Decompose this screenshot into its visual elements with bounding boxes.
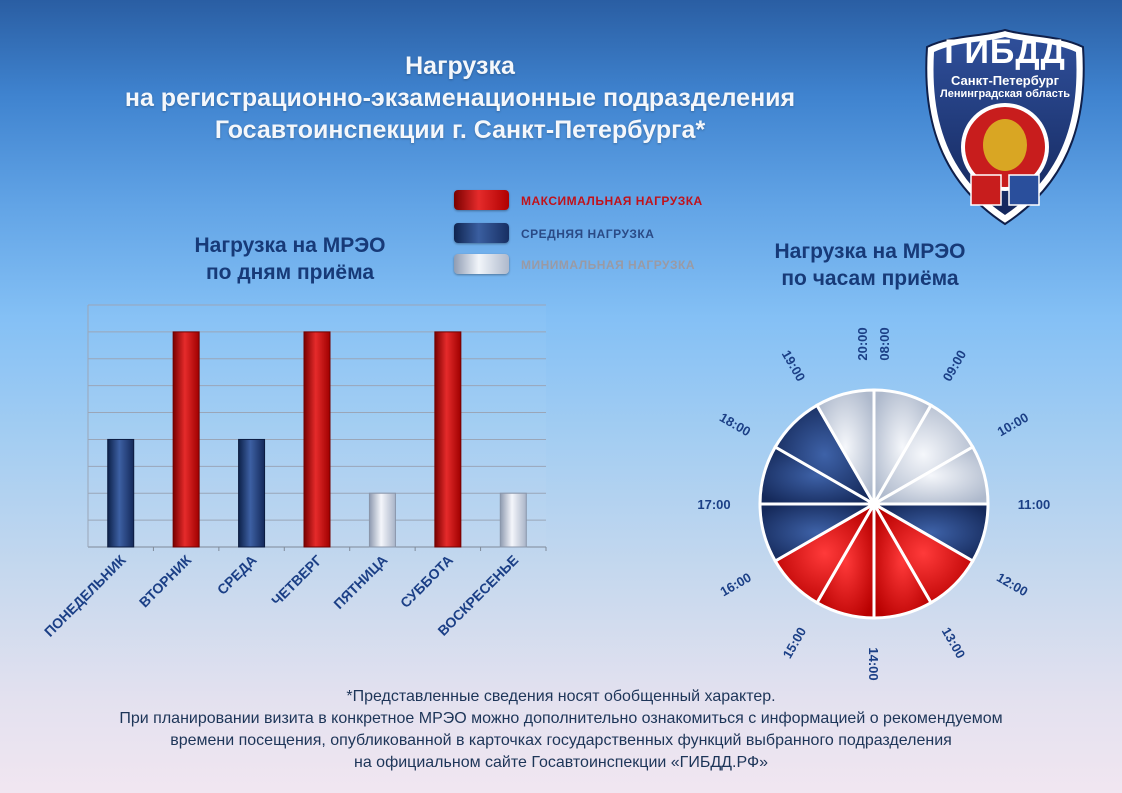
title-line: Госавтоинспекции г. Санкт-Петербурга* bbox=[214, 116, 706, 144]
pie-hour-label: 20:00 bbox=[855, 327, 870, 360]
legend-label-max: МАКСИМАЛЬНАЯ НАГРУЗКА bbox=[521, 194, 703, 208]
gibdd-emblem: ГИБДД Санкт-Петербург Ленинградская обла… bbox=[921, 27, 1089, 227]
emblem-title: ГИБДД bbox=[944, 33, 1066, 71]
page-title: Нагрузка на регистрационно-экзаменационн… bbox=[60, 50, 860, 146]
footnote-line: на официальном сайте Госавтоинспекции «Г… bbox=[354, 754, 768, 771]
pie-hour-label: 17:00 bbox=[697, 497, 730, 512]
legend-label-min: МИНИМАЛЬНАЯ НАГРУЗКА bbox=[521, 258, 696, 272]
title-line: на регистрационно-экзаменационные подраз… bbox=[124, 84, 796, 112]
pie-hour-label: 11:00 bbox=[1018, 497, 1051, 512]
bar-1 bbox=[107, 438, 135, 548]
bar-chart: ПОНЕДЕЛЬНИК ВТОРНИК СРЕДА ЧЕТВЕРГ ПЯТНИЦА СУБ… bbox=[41, 304, 547, 640]
double-headed-eagle-icon bbox=[983, 119, 1027, 171]
x-tick-label: СУББОТА bbox=[397, 552, 456, 611]
pie-chart: 08:00 09:00 10:00 11:00 12:00 13:00 14:00 15:00… bbox=[697, 327, 1050, 680]
pie-slice-12 bbox=[814, 388, 876, 510]
footnote-line: *Представленные сведения носят обобщенны… bbox=[346, 688, 776, 705]
x-tick-label: ЧЕТВЕРГ bbox=[268, 552, 325, 609]
footnote-line: времени посещения, опубликованной в карт… bbox=[170, 732, 952, 749]
pie-hour-label: 14:00 bbox=[866, 647, 881, 680]
legend-item-min: МИНИМАЛЬНАЯ НАГРУЗКА bbox=[454, 254, 754, 276]
pie-hour-label: 10:00 bbox=[995, 410, 1031, 440]
pie-hour-label: 18:00 bbox=[717, 410, 753, 440]
pie-hour-label: 19:00 bbox=[779, 348, 809, 384]
bar-7 bbox=[499, 492, 527, 548]
pie-chart-title: Нагрузка на МРЭО по часам приёма bbox=[730, 238, 1010, 292]
legend-label-mid: СРЕДНЯЯ НАГРУЗКА bbox=[521, 227, 655, 241]
legend-swatch-min bbox=[454, 254, 509, 274]
x-tick-label: СРЕДА bbox=[214, 552, 260, 598]
footnote: *Представленные сведения носят обобщенны… bbox=[20, 686, 1102, 774]
bar-chart-title-line: Нагрузка на МРЭО bbox=[194, 234, 386, 257]
pie-chart-title-line: Нагрузка на МРЭО bbox=[774, 240, 966, 263]
title-line: Нагрузка bbox=[405, 52, 515, 80]
legend-swatch-mid bbox=[454, 223, 509, 243]
legend-item-max: МАКСИМАЛЬНАЯ НАГРУЗКА bbox=[454, 190, 754, 212]
x-tick-label: ПЯТНИЦА bbox=[330, 552, 390, 612]
emblem-region-2: Ленинградская область bbox=[940, 88, 1070, 100]
bar-2 bbox=[172, 331, 200, 548]
bar-chart-title: Нагрузка на МРЭО по дням приёма bbox=[150, 232, 430, 286]
emblem-region-1: Санкт-Петербург bbox=[950, 73, 1060, 88]
pie-hour-label: 16:00 bbox=[718, 570, 754, 600]
pie-chart-title-line: по часам приёма bbox=[781, 267, 959, 290]
bar-6 bbox=[434, 331, 462, 548]
shield-icon bbox=[925, 28, 1085, 226]
pie-hour-label: 12:00 bbox=[994, 570, 1030, 600]
pie-hour-label: 08:00 bbox=[877, 327, 892, 360]
x-tick-label: ПОНЕДЕЛЬНИК bbox=[41, 551, 129, 639]
bar-chart-title-line: по дням приёма bbox=[205, 261, 375, 284]
footnote-line: При планировании визита в конкретное МРЭ… bbox=[119, 710, 1003, 727]
bar-4 bbox=[303, 331, 331, 548]
legend-item-mid: СРЕДНЯЯ НАГРУЗКА bbox=[454, 223, 754, 245]
bar-5 bbox=[368, 492, 396, 548]
x-tick-label: ВТОРНИК bbox=[136, 551, 195, 610]
pie-hour-label: 13:00 bbox=[939, 625, 969, 661]
pie-hour-label: 15:00 bbox=[780, 625, 810, 661]
pie-hour-label: 09:00 bbox=[940, 348, 970, 384]
bar-3 bbox=[238, 438, 266, 548]
legend-swatch-max bbox=[454, 190, 509, 210]
